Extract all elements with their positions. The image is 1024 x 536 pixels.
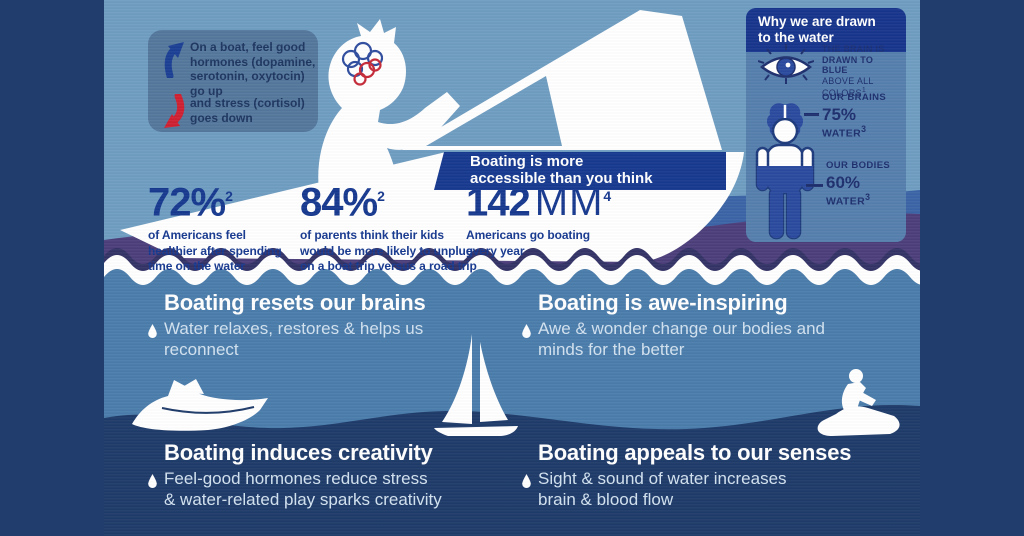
water-droplet-icon xyxy=(148,474,157,488)
section-title-induces-creativity: Boating induces creativity xyxy=(164,440,433,465)
section-title-awe-inspiring: Boating is awe-inspiring xyxy=(538,290,788,315)
brain-doodle-icon xyxy=(341,41,384,86)
boat-banner-stripe xyxy=(434,152,726,190)
section-title-appeals-senses: Boating appeals to our senses xyxy=(538,440,852,465)
section-body-induces-creativity: Feel-good hormones reduce stress & water… xyxy=(164,469,442,509)
brains-fact-text: OUR BRAINS 75% WATER3 xyxy=(822,92,887,140)
hormone-info-box: On a boat, feel good hormones (dopamine,… xyxy=(148,30,318,132)
hormone-down-text: and stress (cortisol) goes down xyxy=(190,96,305,125)
eye-icon xyxy=(758,44,814,84)
bodies-leader-line xyxy=(806,184,823,187)
section-title-resets-brains: Boating resets our brains xyxy=(164,290,426,315)
hormone-up-text: On a boat, feel good hormones (dopamine,… xyxy=(190,40,316,98)
boat-banner-text: Boating is more accessible than you thin… xyxy=(470,153,653,187)
panel-title: Why we are drawn to the water xyxy=(746,8,906,52)
bodies-fact-text: OUR BODIES 60% WATER3 xyxy=(826,160,891,208)
boat-driver-silhouette xyxy=(318,19,460,200)
wave-band xyxy=(104,240,920,300)
stat-72-percent: 72%2 of Americans feel healthier after s… xyxy=(148,180,282,274)
jet-ski-silhouette xyxy=(817,369,900,436)
boat-windshield xyxy=(426,76,562,146)
why-drawn-to-water-panel: Why we are drawn to the water THE BRAIN … xyxy=(746,8,906,242)
water-droplet-icon xyxy=(522,474,531,488)
stat-84-percent: 84%2 of parents think their kids would b… xyxy=(300,180,477,274)
water-droplet-icon xyxy=(148,324,157,338)
brains-leader-line xyxy=(804,113,819,116)
sailboat-silhouette xyxy=(434,334,518,436)
infographic-canvas: On a boat, feel good hormones (dopamine,… xyxy=(104,0,920,536)
human-body-icon xyxy=(755,118,815,240)
down-arrow-icon xyxy=(164,94,185,128)
section-body-awe-inspiring: Awe & wonder change our bodies and minds… xyxy=(538,319,825,359)
section-body-resets-brains: Water relaxes, restores & helps us recon… xyxy=(164,319,424,359)
bottom-water xyxy=(104,404,920,536)
eye-fact-text: THE BRAIN IS DRAWN TO BLUE ABOVE ALL COL… xyxy=(822,44,885,98)
up-arrow-icon xyxy=(164,42,184,78)
speedboat-illustration xyxy=(120,10,744,262)
small-speedboat-silhouette xyxy=(132,379,268,431)
water-droplet-icon xyxy=(522,324,531,338)
section-body-appeals-senses: Sight & sound of water increases brain &… xyxy=(538,469,787,509)
stat-142mm: 142 MM4 Americans go boating every year xyxy=(466,180,612,258)
